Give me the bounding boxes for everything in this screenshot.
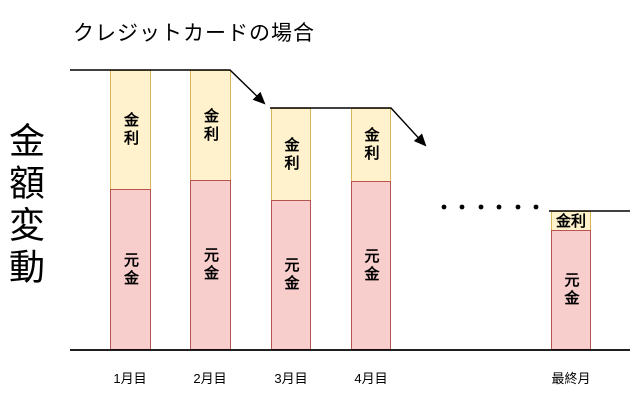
- bar-final-month: 金利 元金: [551, 211, 591, 350]
- interest-segment: 金利: [190, 70, 231, 180]
- interest-segment: 金利: [110, 70, 151, 189]
- principal-label: 元金: [362, 247, 380, 284]
- x-tick-label-month1: 1月目: [113, 371, 147, 386]
- x-tick-label-month3: 3月目: [274, 371, 308, 386]
- chart-title: クレジットカードの場合: [73, 22, 315, 45]
- ellipsis-dots: [441, 204, 539, 210]
- bar-month2: 金利 元金: [190, 70, 231, 350]
- interest-label: 金利: [362, 127, 380, 163]
- principal-label: 元金: [282, 257, 300, 293]
- bar-month4: 金利 元金: [351, 108, 391, 350]
- interest-label: 金利: [282, 136, 300, 173]
- x-tick-label-month4: 4月目: [354, 371, 388, 386]
- interest-label: 金利: [202, 107, 219, 144]
- interest-segment: 金利: [551, 211, 591, 230]
- principal-segment: 元金: [351, 181, 391, 350]
- interest-segment: 金利: [271, 108, 311, 200]
- principal-segment: 元金: [110, 189, 151, 350]
- y-axis-label: 金額変動: [4, 122, 45, 290]
- level-line-1-step-arrow: [70, 69, 266, 105]
- bar-month3: 金利 元金: [271, 108, 311, 350]
- x-tick-label-final-month: 最終月: [551, 371, 591, 386]
- principal-segment: 元金: [190, 180, 231, 350]
- principal-segment: 元金: [551, 230, 591, 350]
- principal-label: 元金: [122, 251, 139, 288]
- interest-label: 金利: [555, 212, 586, 230]
- principal-segment: 元金: [271, 200, 311, 350]
- interest-label: 金利: [122, 112, 139, 148]
- principal-label: 元金: [562, 272, 580, 308]
- x-tick-label-month2: 2月目: [193, 371, 227, 386]
- interest-segment: 金利: [351, 108, 391, 181]
- bar-month1: 金利 元金: [110, 70, 151, 350]
- principal-label: 元金: [202, 247, 219, 283]
